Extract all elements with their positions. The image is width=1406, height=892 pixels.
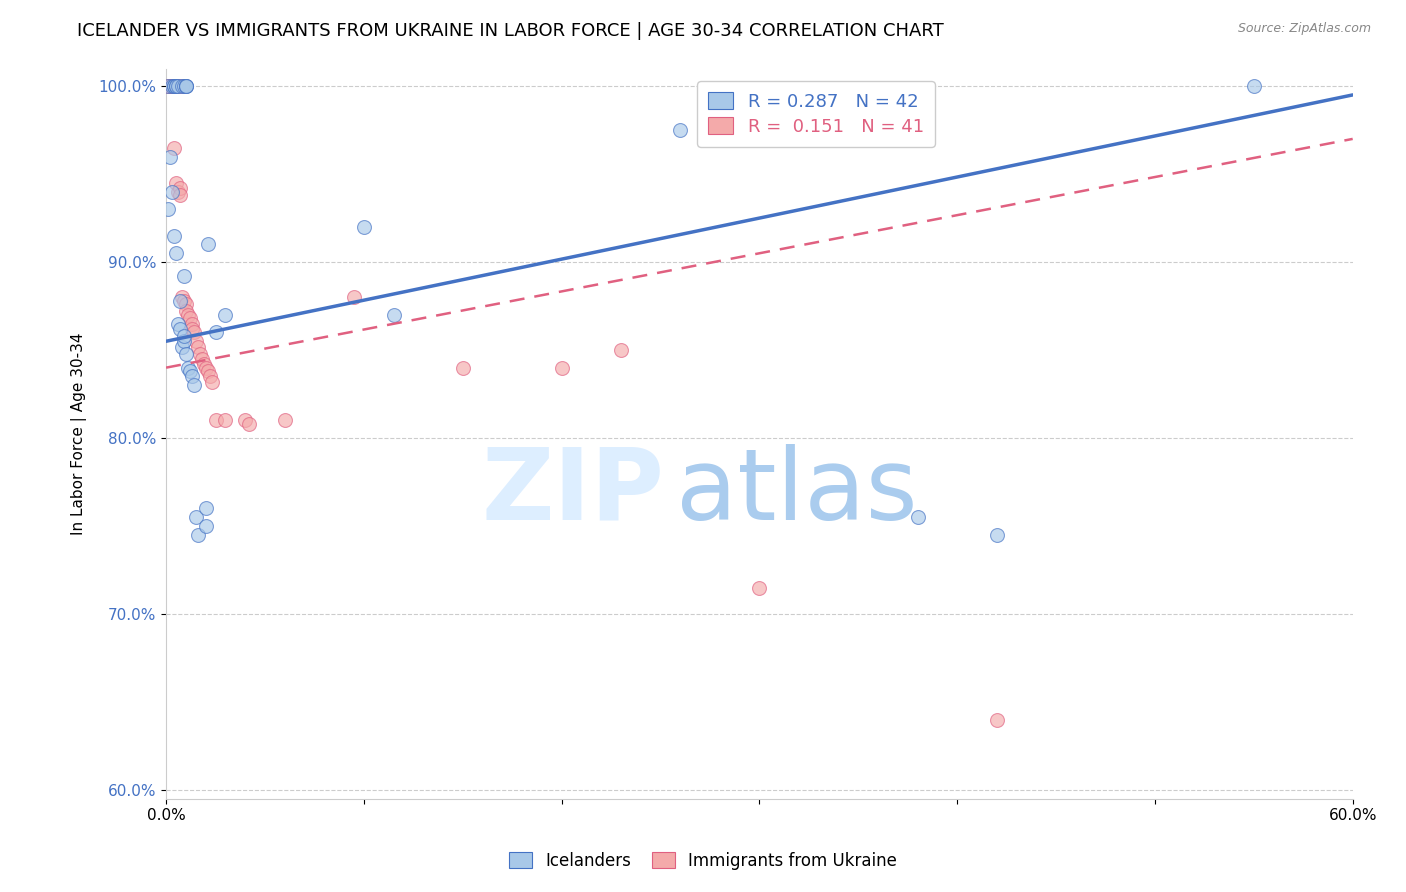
Point: [163, 141, 186, 155]
Point: [197, 364, 219, 378]
Point: [163, 228, 186, 243]
Point: [169, 322, 191, 336]
Point: [174, 346, 197, 360]
Point: [204, 326, 226, 340]
Point: [157, 79, 180, 94]
Point: [214, 308, 236, 322]
Point: [165, 79, 187, 94]
Point: [167, 317, 190, 331]
Point: [170, 290, 193, 304]
Point: [177, 308, 200, 322]
Point: [165, 246, 187, 260]
Point: [165, 176, 187, 190]
Point: [157, 79, 180, 94]
Point: [194, 360, 217, 375]
Point: [173, 329, 195, 343]
Point: [177, 360, 200, 375]
Point: [187, 528, 209, 542]
Point: [169, 188, 191, 202]
Point: [174, 297, 197, 311]
Point: [238, 417, 260, 431]
Point: [165, 79, 187, 94]
Point: [159, 79, 181, 94]
Point: [187, 339, 209, 353]
Point: [184, 510, 207, 524]
Point: [173, 334, 195, 349]
Point: [174, 79, 197, 94]
Point: [986, 713, 1008, 727]
Point: [170, 79, 193, 94]
Legend: Icelanders, Immigrants from Ukraine: Icelanders, Immigrants from Ukraine: [502, 846, 904, 877]
Point: [169, 181, 191, 195]
Point: [167, 79, 190, 94]
Point: [160, 79, 183, 94]
Point: [174, 79, 197, 94]
Point: [169, 293, 191, 308]
Point: [198, 369, 221, 384]
Point: [194, 501, 217, 516]
Point: [748, 581, 770, 595]
Point: [180, 369, 202, 384]
Point: [163, 79, 186, 94]
Point: [382, 308, 405, 322]
Point: [157, 202, 180, 217]
Point: [986, 528, 1008, 542]
Point: [907, 510, 929, 524]
Point: [170, 339, 193, 353]
Y-axis label: In Labor Force | Age 30-34: In Labor Force | Age 30-34: [72, 333, 87, 535]
Point: [1243, 79, 1265, 94]
Point: [160, 185, 183, 199]
Point: [179, 364, 201, 378]
Point: [163, 79, 186, 94]
Text: ICELANDER VS IMMIGRANTS FROM UKRAINE IN LABOR FORCE | AGE 30-34 CORRELATION CHAR: ICELANDER VS IMMIGRANTS FROM UKRAINE IN …: [77, 22, 943, 40]
Text: Source: ZipAtlas.com: Source: ZipAtlas.com: [1237, 22, 1371, 36]
Text: atlas: atlas: [676, 443, 918, 541]
Point: [550, 360, 572, 375]
Point: [451, 360, 474, 375]
Point: [610, 343, 633, 357]
Point: [167, 185, 190, 199]
Point: [174, 304, 197, 318]
Point: [274, 413, 297, 427]
Point: [193, 357, 215, 371]
Text: ZIP: ZIP: [482, 443, 665, 541]
Point: [170, 79, 193, 94]
Point: [165, 79, 187, 94]
Point: [188, 346, 211, 360]
Point: [160, 79, 183, 94]
Point: [353, 219, 375, 234]
Point: [180, 317, 202, 331]
Point: [159, 149, 181, 163]
Point: [183, 378, 205, 392]
Point: [190, 351, 212, 366]
Point: [233, 413, 256, 427]
Point: [180, 322, 202, 336]
Point: [174, 79, 197, 94]
Point: [214, 413, 236, 427]
Point: [173, 293, 195, 308]
Legend: R = 0.287   N = 42, R =  0.151   N = 41: R = 0.287 N = 42, R = 0.151 N = 41: [697, 81, 935, 147]
Point: [194, 519, 217, 533]
Point: [197, 237, 219, 252]
Point: [179, 311, 201, 326]
Point: [167, 79, 190, 94]
Point: [163, 79, 186, 94]
Point: [200, 375, 222, 389]
Point: [343, 290, 366, 304]
Point: [669, 123, 692, 137]
Point: [204, 413, 226, 427]
Point: [184, 334, 207, 349]
Point: [183, 326, 205, 340]
Point: [173, 79, 195, 94]
Point: [173, 269, 195, 284]
